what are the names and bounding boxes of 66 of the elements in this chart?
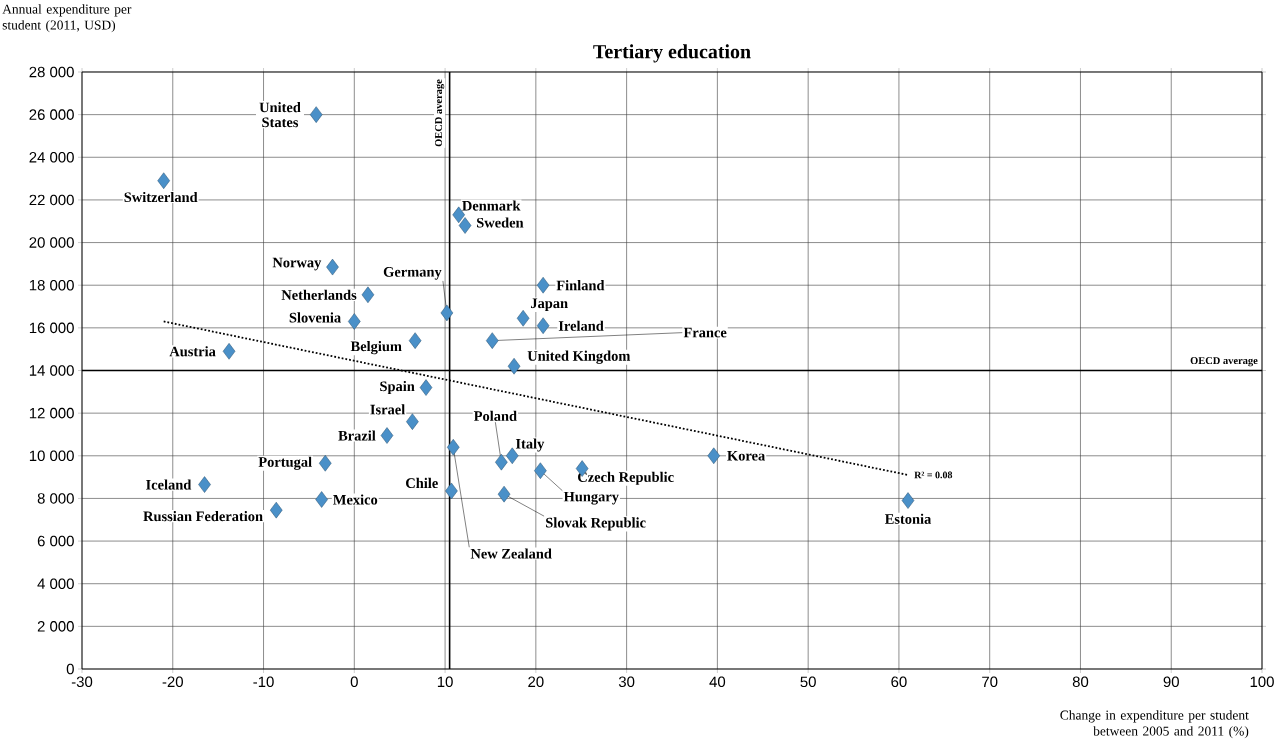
annotation: Germany [383,267,442,280]
x-tick-label: 50 [800,676,816,688]
ref-line-label: OECD average [435,79,445,147]
annotation: Chile [406,477,438,489]
annotation: Finland [556,280,605,291]
annotation: Switzerland [124,191,198,203]
y-tick-label: 18 000 [29,279,74,291]
x-tick-label: 40 [709,676,726,688]
annotation: Korea [727,450,765,461]
annotation: Spain [380,381,415,395]
annotation: Sweden [477,217,524,228]
y-tick-label: 4 000 [37,578,74,589]
annotation: Czech Republic [578,471,674,485]
x-tick-label: 80 [1072,676,1089,688]
annotation: Hungary [563,491,619,505]
y-axis-title: Annual expenditure per student (2011, USD) [2,4,132,33]
annotation: Poland [473,410,517,421]
x-tick-label: 100 [1250,676,1274,688]
y-tick-label: 20 000 [29,237,74,248]
y-tick-label: 6 000 [37,535,74,547]
annotation: Estonia [884,513,932,524]
annotation: Norway [272,257,322,271]
annotation: Ireland [558,320,604,331]
annotation: Netherlands [281,289,357,300]
x-axis-title: Change in expenditure per student between 2005 and 2011 (%) [1060,710,1249,739]
annotation: Portugal [258,456,312,470]
annotation: Slovak Republic [546,517,646,531]
annotation: Belgium [350,341,402,355]
y-tick-label: 10 000 [29,450,74,462]
y-tick-label: 8 000 [37,493,74,504]
x-tick-label: -20 [162,676,183,688]
annotation: Iceland [146,479,192,490]
x-tick-label: -10 [253,676,274,688]
annotation: Israel [370,404,405,415]
y-tick-label: 28 000 [29,66,74,78]
x-tick-label: 70 [982,676,998,688]
annotation: Slovenia [289,312,341,323]
annotation: R² = 0.08 [914,471,953,479]
x-tick-label: 10 [437,676,453,688]
y-tick-label: 14 000 [29,365,74,376]
x-tick-label: 20 [528,676,544,688]
annotation: Mexico [333,494,378,505]
y-tick-label: 24 000 [29,151,74,163]
x-tick-label: -30 [71,676,93,688]
x-tick-label: 0 [350,676,358,688]
chart-title: Tertiary education [593,44,751,63]
y-tick-label: 22 000 [29,194,74,206]
x-tick-label: 30 [618,676,635,688]
y-tick-label: 26 000 [29,109,74,120]
annotation: Japan [530,298,568,312]
y-tick-label: 16 000 [29,322,74,334]
x-tick-label: 60 [891,676,907,688]
annotation: Russian Federation [143,511,263,522]
annotation: France [683,327,727,338]
annotation: Brazil [338,430,376,441]
y-tick-label: 2 000 [37,621,74,632]
annotation: United Kingdom [527,350,631,364]
annotation: Austria [169,346,216,357]
annotation: Italy [515,438,545,452]
annotation: United States [259,102,301,128]
annotation: New Zealand [470,548,552,559]
annotation: Denmark [462,200,521,211]
y-tick-label: 12 000 [29,407,74,419]
ref-line-label: OECD average [1190,357,1258,367]
x-tick-label: 90 [1163,676,1179,688]
y-tick-label: 0 [66,663,74,675]
